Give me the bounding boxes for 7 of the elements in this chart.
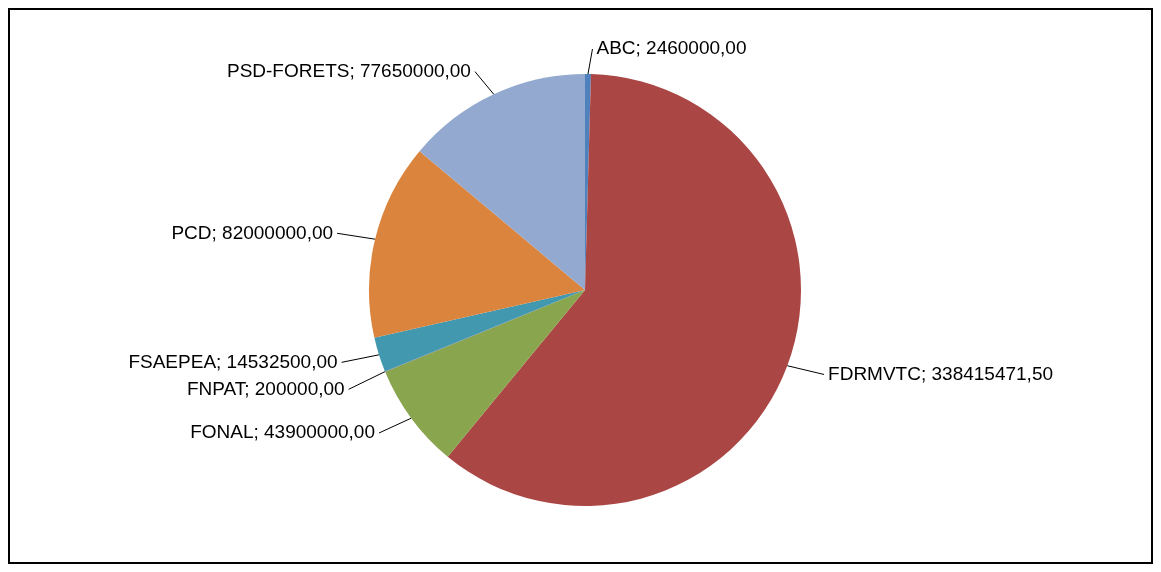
slice-label: FONAL; 43900000,00 [190, 421, 375, 443]
slice-label: PSD-FORETS; 77650000,00 [226, 59, 471, 81]
slice-label: FNPAT; 200000,00 [186, 377, 345, 399]
slice-label: ABC; 2460000,00 [596, 37, 747, 59]
slice-label: FDRMVTC; 338415471,50 [828, 362, 1054, 384]
slice-label: PCD; 82000000,00 [171, 221, 334, 243]
slice-label: FSAEPEA; 14532500,00 [128, 350, 338, 372]
